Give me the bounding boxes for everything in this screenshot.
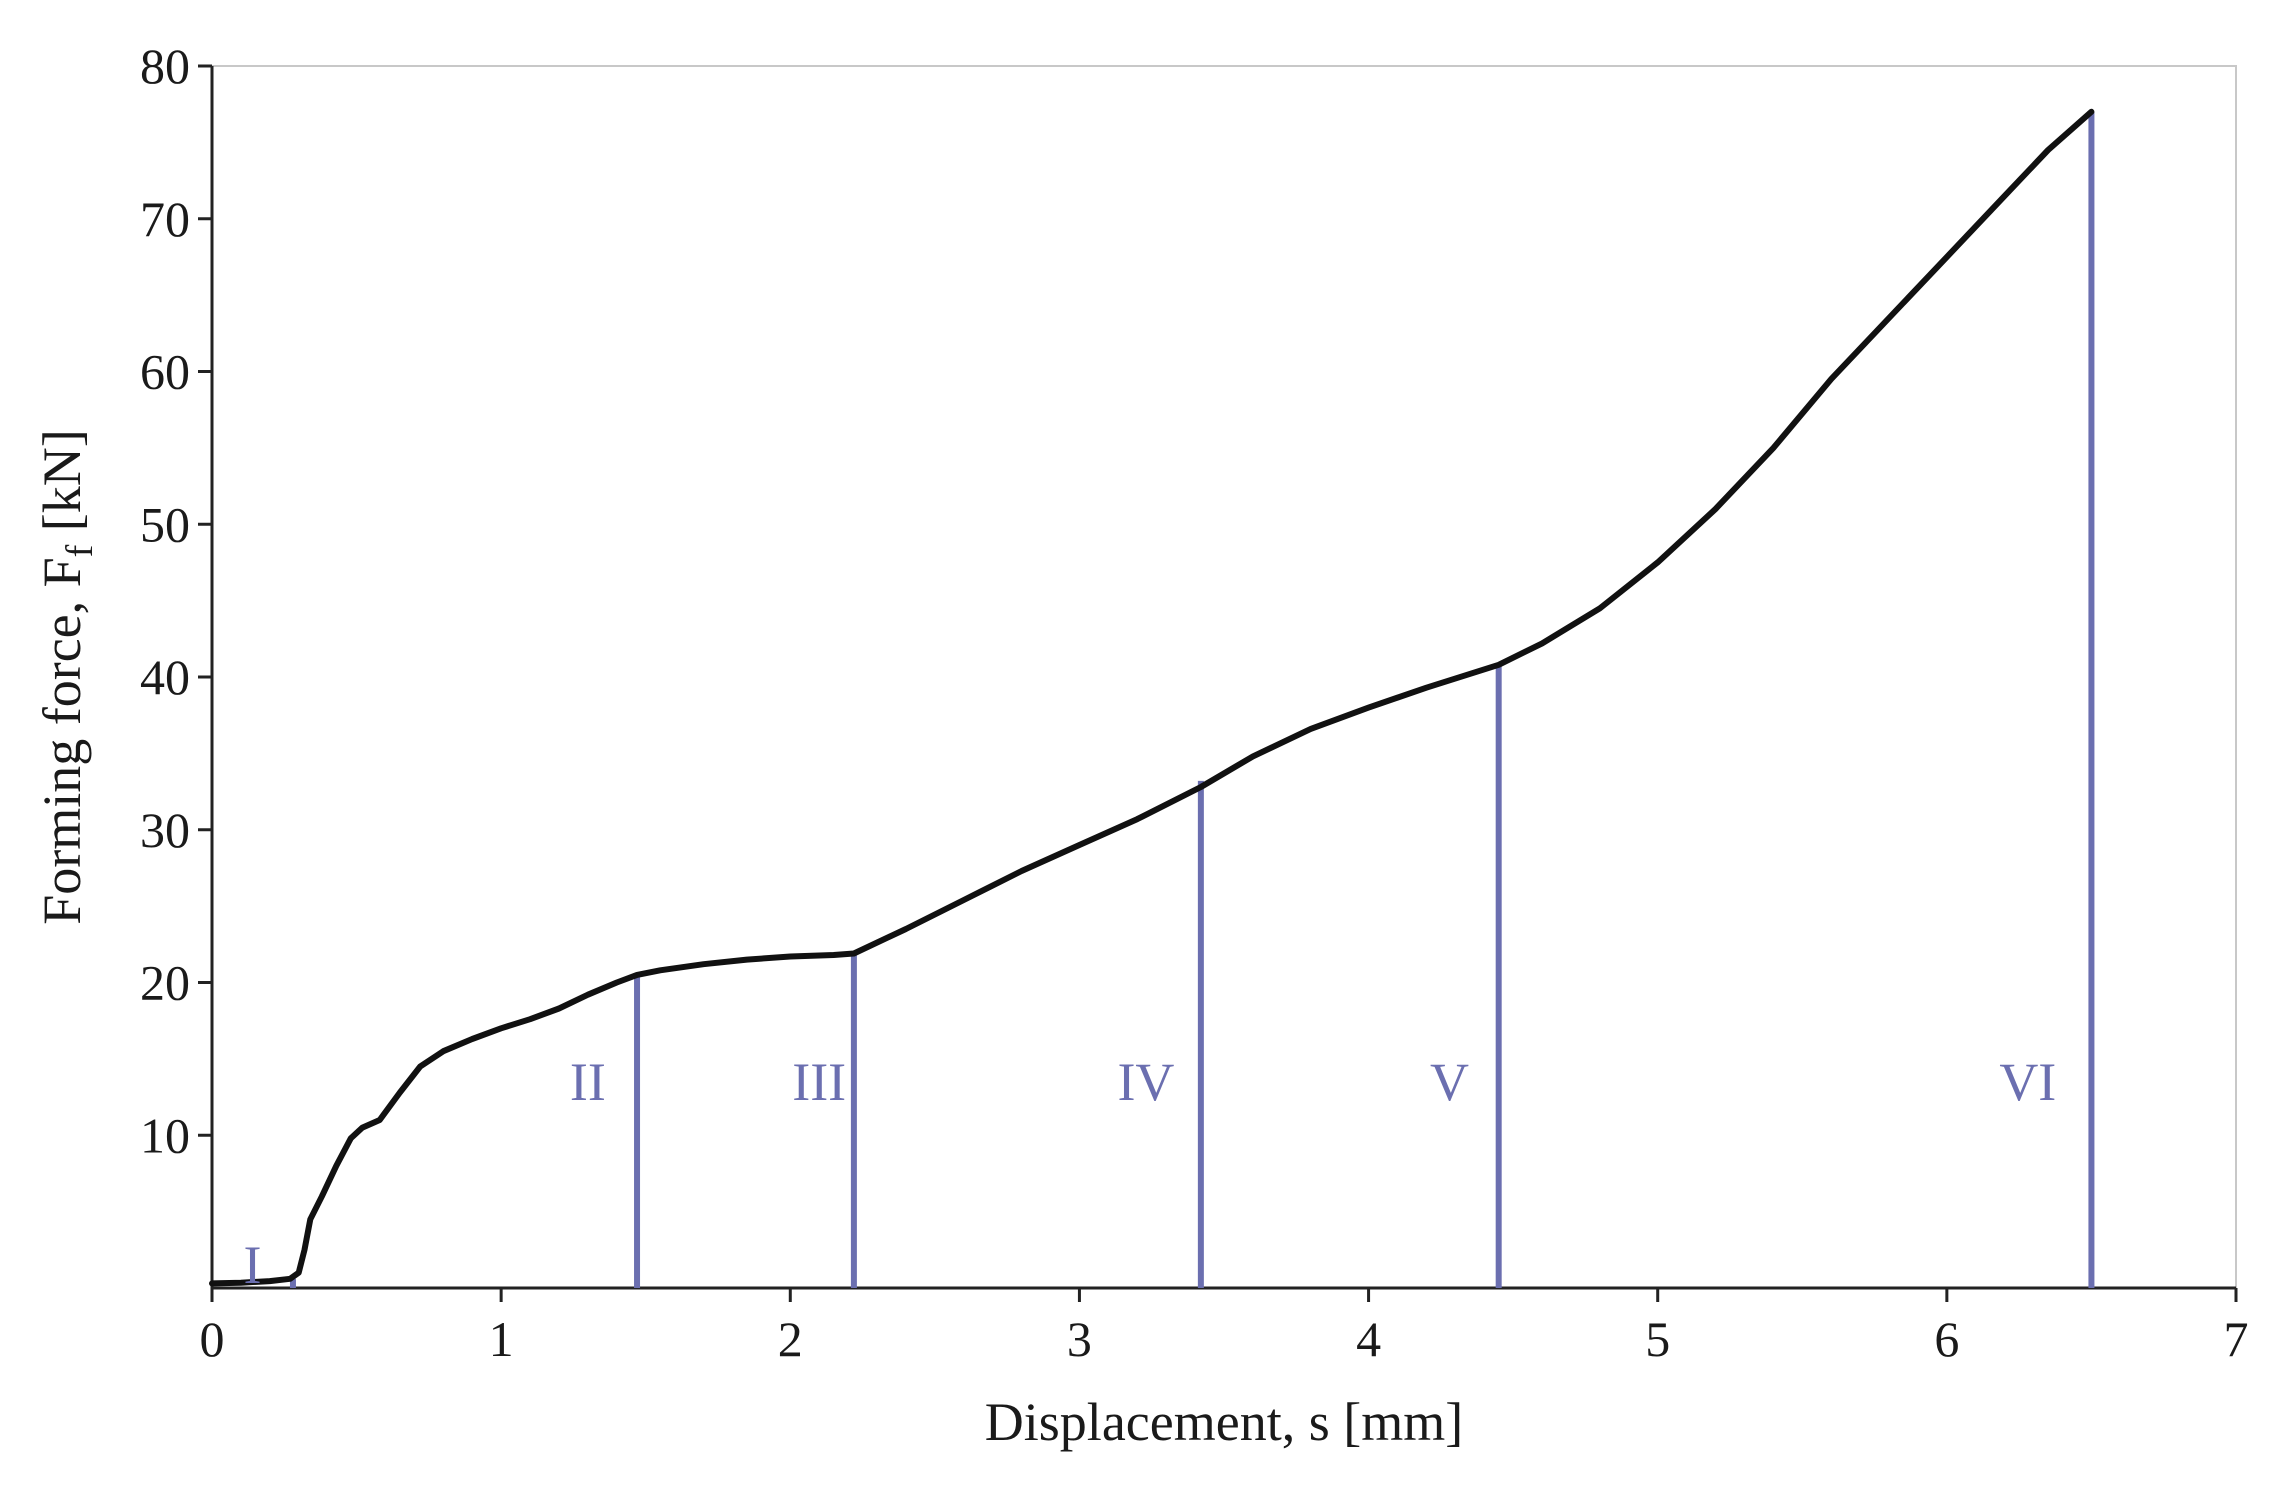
x-tick-label: 1: [489, 1311, 514, 1367]
plot-border: [211, 65, 2237, 1289]
x-tick-label: 0: [200, 1311, 225, 1367]
x-axis-ticks: 0 1 2 3 4 5 6 7: [200, 1288, 2249, 1367]
stage-label: I: [243, 1235, 261, 1295]
stage-label: IV: [1117, 1052, 1174, 1112]
x-tick-label: 2: [778, 1311, 803, 1367]
stage-label: III: [792, 1052, 846, 1112]
plot-frame: [210, 65, 2237, 1290]
stage-label: II: [570, 1052, 606, 1112]
x-tick-label: 6: [1934, 1311, 1959, 1367]
y-tick-label: 70: [140, 191, 190, 247]
y-tick-label: 80: [140, 38, 190, 94]
y-tick-label: 50: [140, 496, 190, 552]
stage-label: V: [1430, 1052, 1469, 1112]
series-line: [209, 108, 2095, 1287]
x-tick-label: 7: [2224, 1311, 2249, 1367]
stage-labels: III III IV V VI: [243, 1052, 2056, 1295]
y-tick-label: 10: [140, 1107, 190, 1163]
y-tick-label: 30: [140, 802, 190, 858]
x-tick-label: 5: [1645, 1311, 1670, 1367]
y-axis-title-unit: [kN]: [32, 429, 92, 544]
series-group: [209, 108, 2095, 1287]
y-axis-title: Forming force, Ff [kN]: [32, 429, 101, 925]
x-axis-title: Displacement, s [mm]: [985, 1392, 1463, 1452]
y-tick-label: 20: [140, 955, 190, 1011]
stage-lines: [289, 111, 2095, 1288]
x-tick-label: 4: [1356, 1311, 1381, 1367]
stage-label: VI: [1999, 1052, 2056, 1112]
y-tick-label: 60: [140, 344, 190, 400]
y-tick-label: 40: [140, 649, 190, 705]
x-tick-label: 3: [1067, 1311, 1092, 1367]
y-axis-ticks: 10 20 30 40 50 60 70 80: [140, 38, 212, 1163]
y-axis-title-subscript: f: [59, 544, 101, 557]
y-axis-title-main: Forming force, F: [32, 557, 92, 924]
